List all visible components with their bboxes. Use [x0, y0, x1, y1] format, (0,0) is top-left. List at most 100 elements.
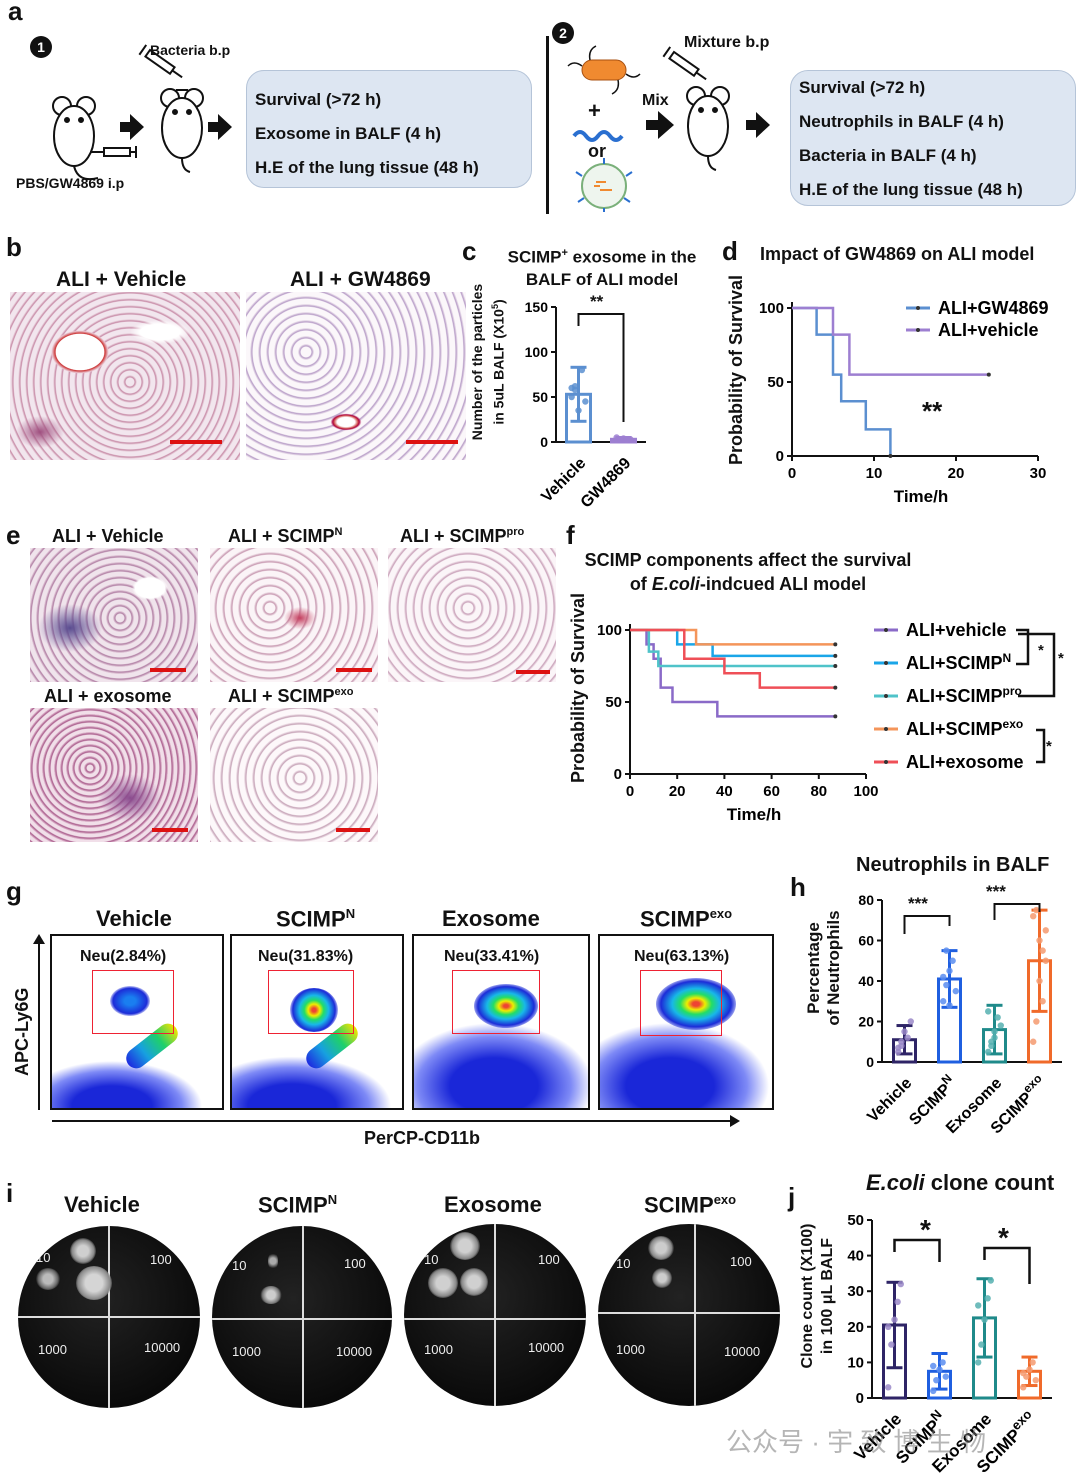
histology-image	[30, 548, 198, 682]
data-point	[1036, 937, 1043, 944]
data-point	[627, 436, 634, 443]
panel-d-title: Impact of GW4869 on ALI model	[760, 244, 1035, 264]
mouse-icon	[52, 96, 99, 181]
panel-label-f: f	[566, 520, 575, 550]
histology-image	[30, 708, 198, 842]
panel-h-title: Neutrophils in BALF	[856, 854, 1050, 876]
censor-mark	[833, 653, 838, 658]
data-point	[901, 1028, 908, 1035]
data-point	[575, 407, 582, 414]
panel-a-right-schematic	[567, 45, 770, 212]
data-point	[940, 973, 947, 981]
data-point	[936, 1366, 943, 1373]
data-point	[897, 1280, 904, 1288]
y-tick-label: 40	[858, 973, 874, 989]
significance-bracket	[983, 1246, 1031, 1284]
data-point	[930, 1362, 937, 1370]
panel-f-ylabel: Probability of Survival	[568, 592, 588, 784]
category-label: GW4869	[578, 455, 635, 512]
dilution-label: 10	[616, 1256, 631, 1271]
panel-label-j: j	[788, 1182, 796, 1212]
plus-sign: +	[588, 98, 601, 123]
data-point	[985, 1048, 992, 1056]
data-point	[1032, 1377, 1039, 1384]
data-point	[1042, 957, 1049, 964]
bacteria-bp-label: Bacteria b.p	[150, 42, 231, 58]
readout-item: Neutrophils in BALF (4 h)	[799, 112, 1004, 131]
flow-plot-exosome: Neu(33.41%)	[412, 934, 590, 1110]
panel-label-c: c	[462, 236, 477, 266]
y-tick-label: 0	[776, 448, 784, 465]
legend-label: ALI+GW4869	[938, 298, 1049, 318]
survival-curve	[792, 306, 892, 456]
readout-item: H.E of the lung tissue (48 h)	[799, 180, 1023, 199]
data-point	[907, 1018, 914, 1025]
survival-curve	[630, 628, 836, 646]
x-axis-title: Time/h	[894, 487, 948, 506]
exosome-icon	[575, 158, 633, 212]
y-tick-label: 150	[525, 299, 549, 315]
scale-bar	[150, 668, 186, 672]
histology-image	[210, 708, 378, 842]
chart-f: 0 50 100 0 20 40 60 80 100 Time/h ALI+vehicle ALI+S…	[597, 620, 1056, 824]
data-point	[1039, 998, 1046, 1005]
x-tick-label: 0	[626, 783, 634, 800]
flow-ylabel: APC-Ly6G	[12, 987, 32, 1076]
survival-curve	[792, 306, 989, 376]
plate-title: Vehicle	[64, 1192, 140, 1217]
survival-curve	[630, 628, 836, 718]
significance-label: ***	[908, 894, 928, 913]
panel-label-h: h	[790, 872, 806, 902]
plate-title: Exosome	[444, 1192, 542, 1217]
dilution-label: 10000	[528, 1340, 565, 1355]
scale-bar	[336, 828, 370, 832]
significance-label: *	[1058, 650, 1064, 667]
flow-plot-scimpN: Neu(31.83%)	[230, 934, 404, 1110]
dilution-label: 10000	[724, 1344, 761, 1359]
divider-line	[546, 36, 549, 214]
legend-marker	[884, 628, 888, 632]
panel-d-ylabel: Probability of Survival	[726, 274, 746, 466]
data-point	[975, 1359, 982, 1366]
readout-box-1: Survival (>72 h) Exosome in BALF (4 h) H…	[246, 70, 532, 188]
arrow-right-icon	[120, 114, 144, 140]
dilution-label: 10	[232, 1258, 247, 1273]
or-label: or	[588, 141, 606, 161]
significance-label: *	[920, 1214, 931, 1245]
readout-item: Bacteria in BALF (4 h)	[799, 146, 977, 165]
dilution-label: 100	[730, 1254, 752, 1269]
y-tick-label: 80	[858, 892, 874, 908]
histo-title: ALI + GW4869	[290, 268, 431, 291]
data-point	[981, 1316, 988, 1323]
agar-plate: 10 100 1000 10000	[598, 1224, 780, 1406]
legend-marker	[884, 694, 888, 698]
panel-j-ylabel: Clone count (X100) in 100 μL BALF	[799, 1223, 836, 1369]
dilution-label: 10	[36, 1250, 51, 1265]
data-point	[1020, 1384, 1027, 1391]
legend-marker	[916, 328, 920, 332]
y-axis-arrow	[38, 940, 40, 1110]
dilution-label: 1000	[38, 1342, 67, 1357]
y-tick-label: 50	[847, 1212, 864, 1229]
panel-label-b: b	[6, 232, 22, 262]
dilution-label: 100	[344, 1256, 366, 1271]
x-tick-label: 30	[1030, 465, 1047, 482]
arrow-right-icon	[208, 114, 232, 140]
data-point	[933, 1377, 940, 1384]
significance-label: *	[1038, 642, 1044, 659]
readout-item: Survival (>72 h)	[799, 78, 926, 97]
y-tick-label: 30	[847, 1283, 864, 1300]
data-point	[885, 1384, 892, 1391]
data-point	[1030, 913, 1037, 920]
panel-j-title: E.coli clone count	[866, 1170, 1055, 1195]
data-point	[946, 967, 953, 975]
flow-column-title: Exosome	[442, 906, 540, 931]
significance-label: *	[1046, 738, 1052, 755]
arrow-up-icon	[33, 934, 45, 944]
y-tick-label: 0	[866, 1054, 874, 1070]
protein-icon	[572, 130, 624, 142]
x-tick-label: 80	[810, 783, 827, 800]
